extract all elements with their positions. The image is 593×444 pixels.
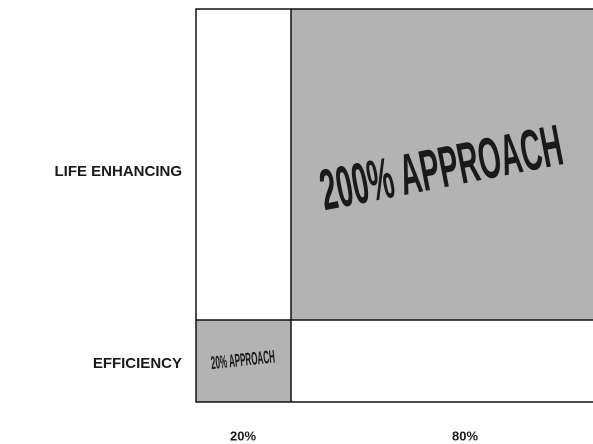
row-label: EFFICIENCY (93, 355, 182, 372)
row-label: LIFE ENHANCING (55, 163, 183, 180)
column-label: 20% (230, 428, 256, 443)
column-label: 80% (452, 428, 478, 443)
frame (195, 8, 593, 403)
cell-bottom-left (196, 320, 291, 402)
cell-top-right (291, 9, 593, 320)
